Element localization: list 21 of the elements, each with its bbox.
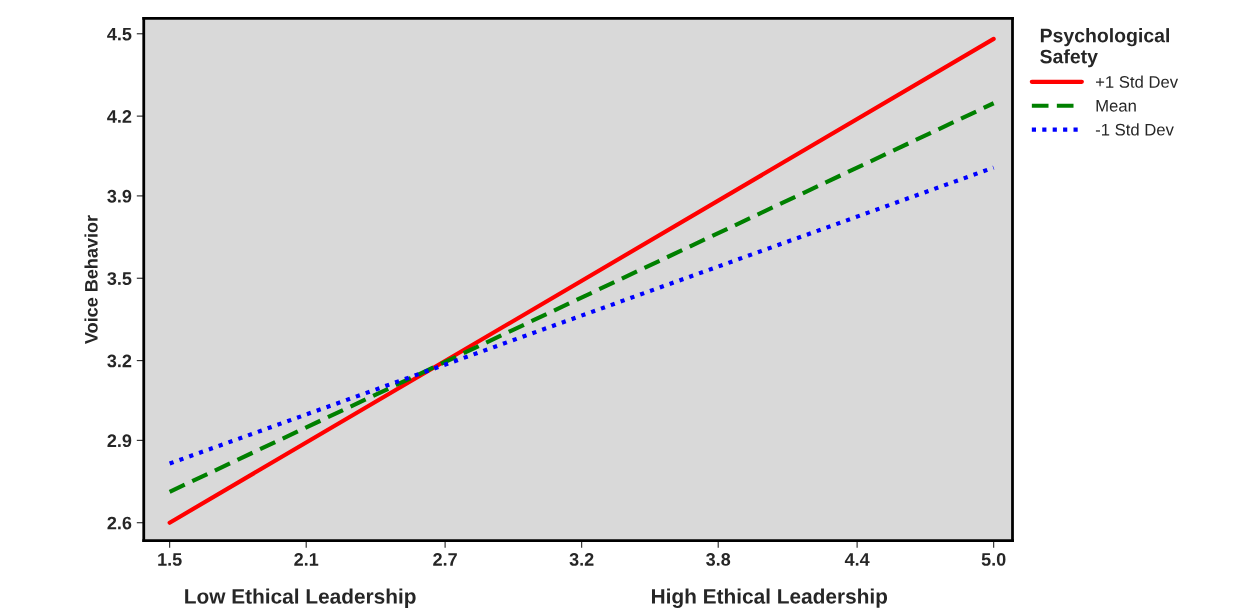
legend-label: +1 Std Dev xyxy=(1095,75,1179,88)
y-axis-title: Voice Behavior xyxy=(84,215,98,344)
text: High Ethical Leadership xyxy=(651,588,888,608)
x-tick-label: 3.2 xyxy=(569,553,594,566)
x-tick-label: 5.0 xyxy=(981,553,1006,566)
x-tick-label: 1.5 xyxy=(158,553,182,566)
y-tick-label: 2.6 xyxy=(107,516,132,530)
x-tick-label: 4.4 xyxy=(844,553,870,566)
y-tick-label: 3.2 xyxy=(107,354,132,368)
y-tick-label: 3.9 xyxy=(107,189,132,203)
x-tick-label: 2.1 xyxy=(294,553,319,566)
y-tick-label: 2.9 xyxy=(107,434,132,448)
x-tick-label: 2.7 xyxy=(433,553,457,566)
y-tick-label: 3.5 xyxy=(107,272,132,285)
legend-label: Mean xyxy=(1096,100,1136,112)
y-tick-label: 4.5 xyxy=(107,27,132,41)
y-tick-label: 4.2 xyxy=(107,110,132,123)
x-tick-label: 3.8 xyxy=(706,553,731,566)
text: Low Ethical Leadership xyxy=(185,588,416,608)
legend-title: Psychological Safety xyxy=(1040,28,1169,68)
legend-label: -1 Std Dev xyxy=(1095,123,1174,136)
